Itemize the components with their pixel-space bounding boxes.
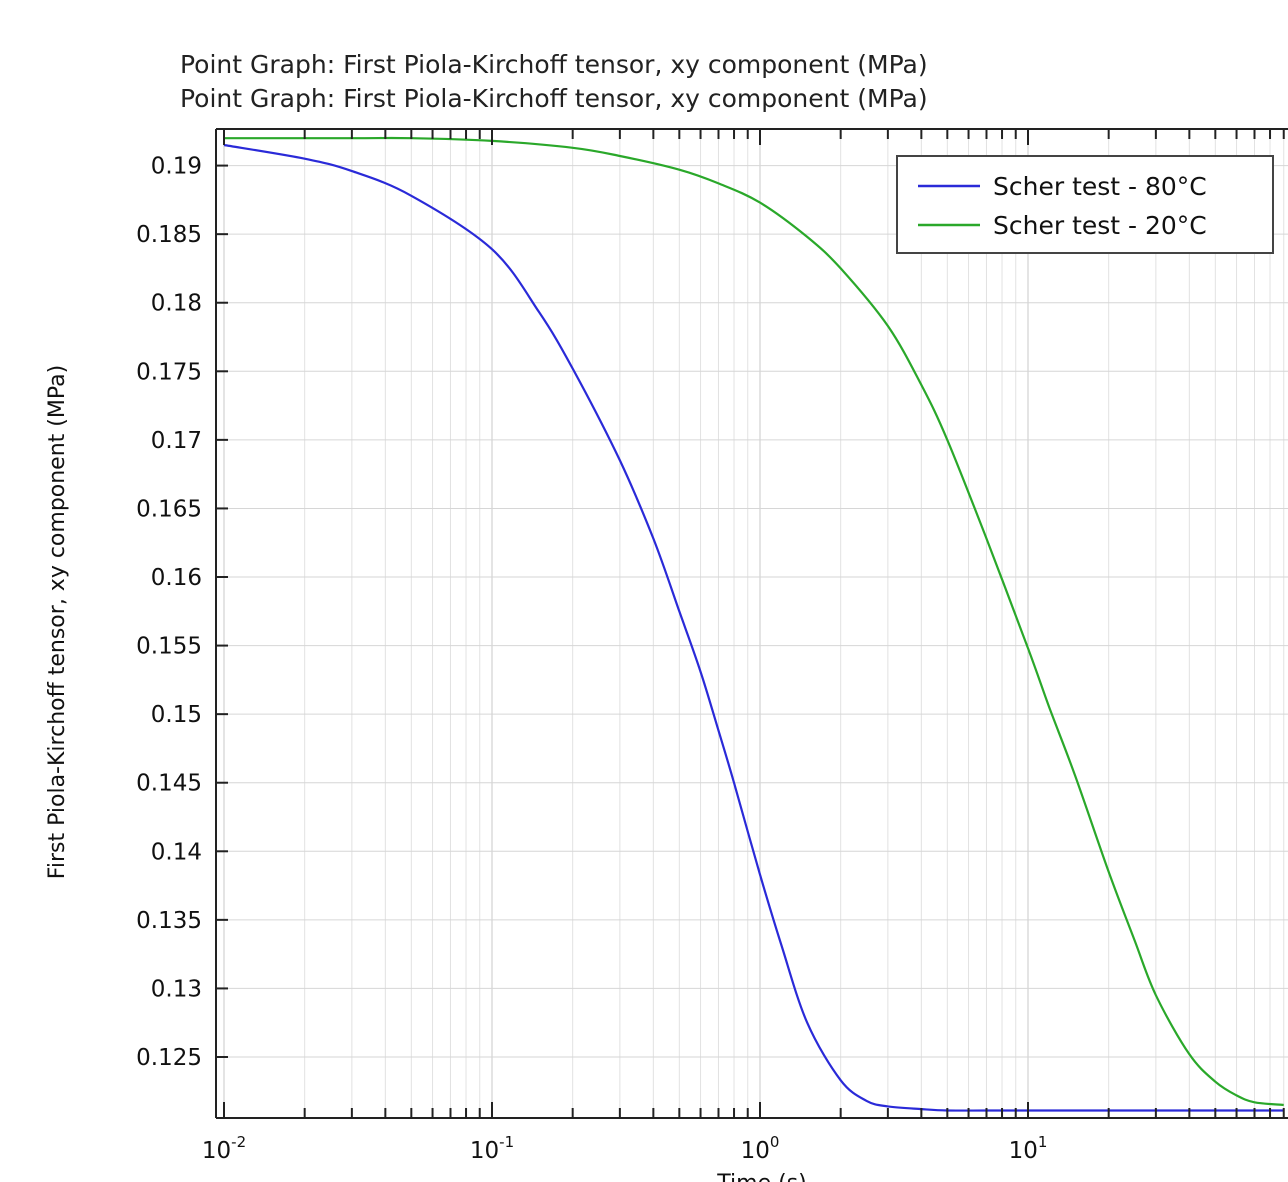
chart-title-line-2: Point Graph: First Piola-Kirchoff tensor… — [180, 84, 928, 113]
y-tick-label: 0.18 — [151, 291, 202, 317]
series-line-20c — [223, 136, 1284, 1107]
grid — [216, 129, 1288, 1118]
x-axis-label: Time (s) — [716, 1171, 806, 1182]
x-tick-label: 101 — [1009, 1133, 1048, 1164]
x-tick-label-base: 10 — [741, 1138, 770, 1164]
x-tick-label: 10-1 — [470, 1133, 514, 1164]
x-tick-label: 100 — [741, 1133, 780, 1164]
axes: 0.125 0.13 0.135 0.14 0.145 0.15 0.155 0.16 0.16… — [136, 128, 1288, 1164]
y-tick-label: 0.19 — [151, 154, 202, 180]
y-tick-label: 0.16 — [151, 565, 202, 591]
x-tick-label-exponent: -2 — [231, 1133, 246, 1151]
x-tick-label-exponent: 0 — [770, 1133, 780, 1151]
plot-area — [216, 129, 1288, 1118]
y-tick-label: 0.14 — [151, 839, 202, 865]
legend-label-20c: Scher test - 20°C — [993, 211, 1207, 240]
y-tick-label: 0.17 — [151, 428, 202, 454]
x-tick-label-exponent: 1 — [1038, 1133, 1048, 1151]
x-tick-label: 10-2 — [202, 1133, 246, 1164]
x-tick-label-base: 10 — [202, 1138, 231, 1164]
y-tick-label: 0.145 — [136, 771, 202, 797]
y-tick-label: 0.15 — [151, 702, 202, 728]
y-tick-label: 0.175 — [136, 359, 202, 385]
x-tick-label-base: 10 — [470, 1138, 499, 1164]
y-tick-label: 0.125 — [136, 1045, 202, 1071]
legend-label-80c: Scher test - 80°C — [993, 172, 1207, 201]
legend-box — [896, 155, 1274, 254]
y-axis-label: First Piola-Kirchoff tensor, xy componen… — [45, 365, 70, 879]
y-tick-label: 0.13 — [151, 976, 202, 1002]
y-tick-label: 0.135 — [136, 908, 202, 934]
x-tick-label-exponent: -1 — [499, 1133, 514, 1151]
chart-title-line-1: Point Graph: First Piola-Kirchoff tensor… — [180, 50, 928, 79]
y-tick-label: 0.165 — [136, 496, 202, 522]
y-tick-label: 0.155 — [136, 634, 202, 660]
y-tick-label: 0.185 — [136, 222, 202, 248]
legend: Scher test - 80°C Scher test - 20°C — [896, 155, 1274, 254]
x-tick-label-base: 10 — [1009, 1138, 1038, 1164]
